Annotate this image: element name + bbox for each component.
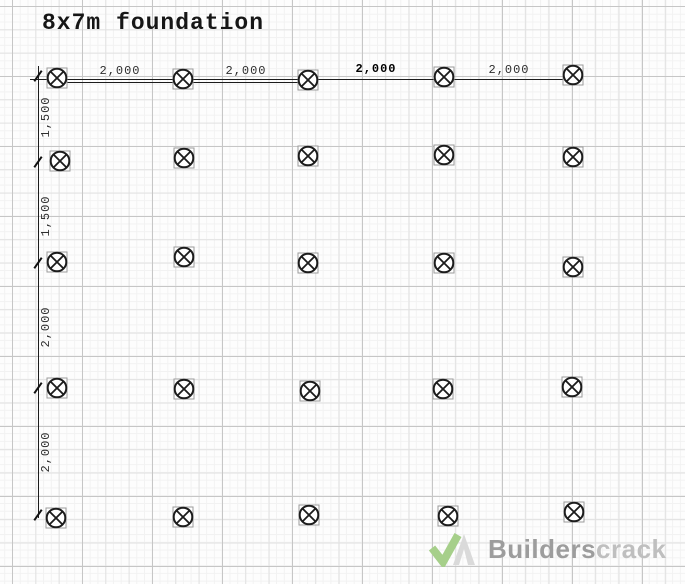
drawing-title: 8x7m foundation: [42, 10, 265, 36]
builderscrack-logo-icon: [429, 533, 475, 567]
pile-marker-icon: [430, 376, 456, 402]
pile-marker-icon: [295, 143, 321, 169]
pile-marker-icon: [43, 505, 69, 531]
pile-marker-icon: [431, 64, 457, 90]
v-dimension-label: 2,000: [39, 306, 53, 348]
pile-marker-icon: [561, 499, 587, 525]
pile-marker-icon: [47, 148, 73, 174]
pile-marker-icon: [171, 244, 197, 270]
pile-marker-icon: [435, 503, 461, 529]
pile-marker-icon: [560, 144, 586, 170]
pile-marker-icon: [297, 378, 323, 404]
pile-marker-icon: [170, 504, 196, 530]
watermark-brand-text: Builderscrack: [488, 536, 667, 562]
pile-marker-icon: [171, 145, 197, 171]
pile-marker-icon: [431, 250, 457, 276]
pile-marker-icon: [44, 65, 70, 91]
h-dimension-label: 2,000: [488, 63, 530, 77]
pile-marker-icon: [560, 254, 586, 280]
pile-marker-icon: [44, 249, 70, 275]
pile-marker-icon: [44, 375, 70, 401]
pile-marker-icon: [295, 67, 321, 93]
dimension-tick: [33, 509, 43, 521]
h-dimension-label: 2,000: [225, 64, 267, 78]
h-dimension-label: 2,000: [355, 62, 397, 76]
watermark-brand-light: crack: [596, 534, 667, 564]
pile-marker-icon: [559, 374, 585, 400]
v-dimension-label: 2,000: [39, 431, 53, 473]
v-dimension-label: 1,500: [39, 195, 53, 237]
watermark-brand-bold: Builders: [488, 534, 597, 564]
pile-marker-icon: [560, 62, 586, 88]
pile-marker-icon: [296, 502, 322, 528]
builderscrack-watermark: Builderscrack: [429, 531, 667, 567]
pile-marker-icon: [171, 376, 197, 402]
h-dimension-label: 2,000: [99, 64, 141, 78]
vertical-dimension-line: [38, 66, 39, 518]
v-dimension-label: 1,500: [39, 96, 53, 138]
pile-marker-icon: [170, 66, 196, 92]
pile-marker-icon: [295, 250, 321, 276]
pile-marker-icon: [431, 142, 457, 168]
